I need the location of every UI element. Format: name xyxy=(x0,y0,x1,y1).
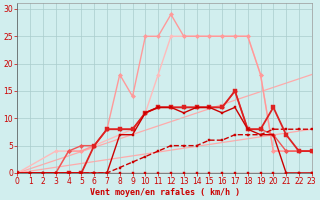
X-axis label: Vent moyen/en rafales ( km/h ): Vent moyen/en rafales ( km/h ) xyxy=(90,188,240,197)
